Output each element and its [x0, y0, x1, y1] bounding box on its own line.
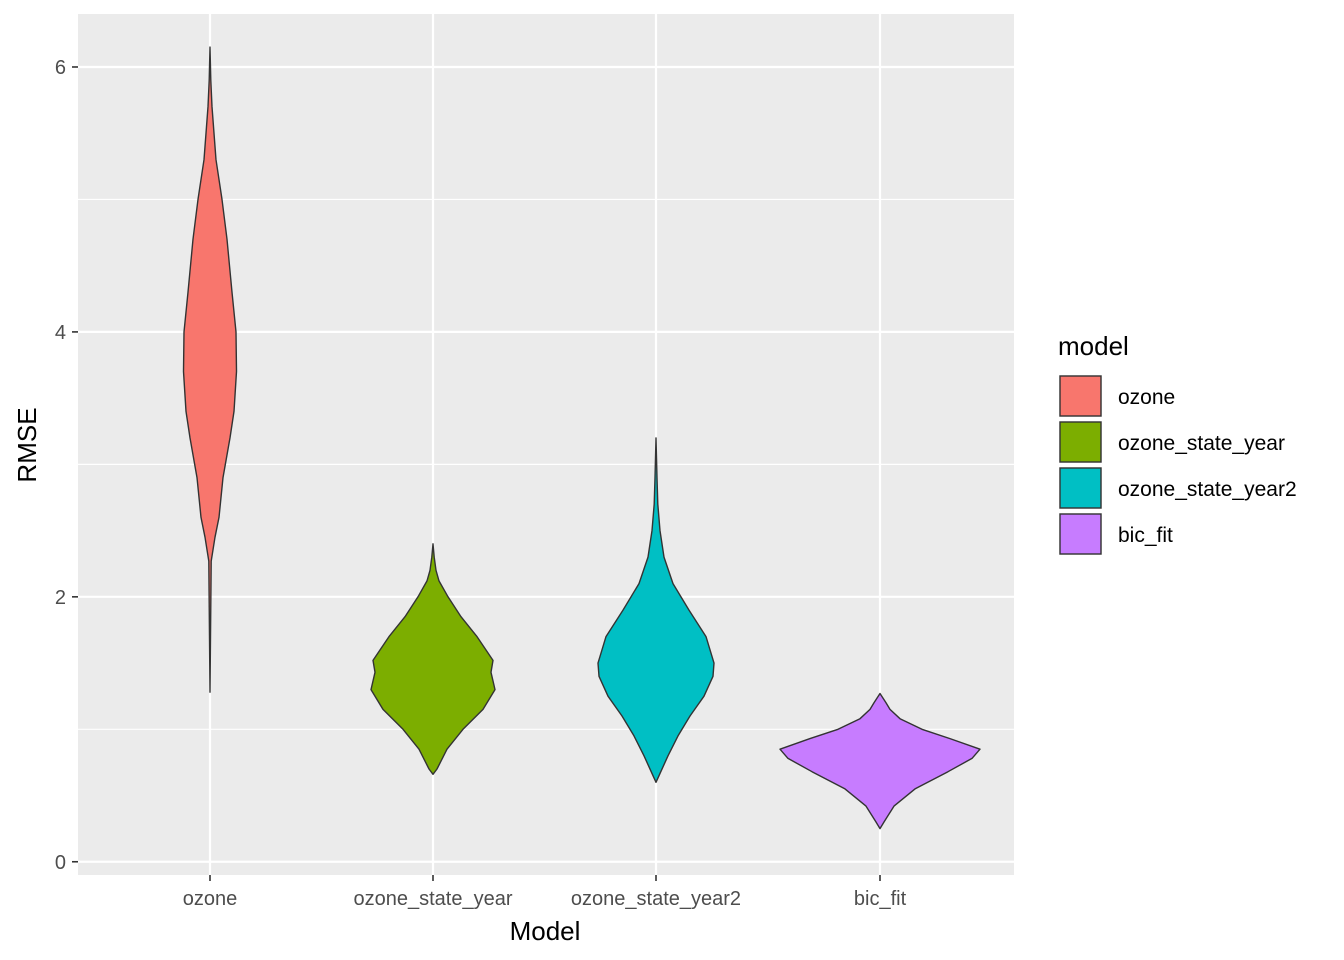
legend-title: model: [1058, 331, 1129, 361]
x-axis: ozone ozone_state_year ozone_state_year2 bi…: [183, 875, 907, 910]
x-tick-label: ozone_state_year2: [571, 888, 741, 910]
y-axis: 0 2 4 6: [55, 57, 78, 874]
legend-swatch: [1059, 375, 1102, 417]
violin-ozone: [182, 46, 238, 693]
legend-swatch: [1059, 513, 1102, 555]
y-tick-label: 4: [55, 322, 66, 344]
legend-swatch: [1059, 421, 1102, 463]
y-tick-label: 2: [55, 587, 66, 609]
y-tick-label: 6: [55, 57, 66, 79]
legend-label: bic_fit: [1118, 524, 1173, 547]
x-tick-label: ozone_state_year: [353, 888, 512, 910]
x-tick-label: ozone: [183, 888, 238, 910]
y-tick-label: 0: [55, 852, 66, 874]
x-axis-title: Model: [510, 916, 581, 946]
y-axis-title: RMSE: [12, 407, 42, 482]
legend-swatch: [1059, 467, 1102, 509]
violins: [182, 46, 981, 830]
violin-ozone-state-year: [370, 543, 496, 775]
x-tick-label: bic_fit: [854, 888, 907, 910]
violin-bic-fit: [779, 692, 981, 830]
violin-ozone-state-year2: [597, 437, 715, 783]
legend-label: ozone_state_year: [1118, 432, 1285, 455]
legend-label: ozone_state_year2: [1118, 478, 1297, 501]
legend-label: ozone: [1118, 386, 1175, 409]
legend: model ozone ozone_state_year ozone_state_y…: [1058, 331, 1297, 555]
